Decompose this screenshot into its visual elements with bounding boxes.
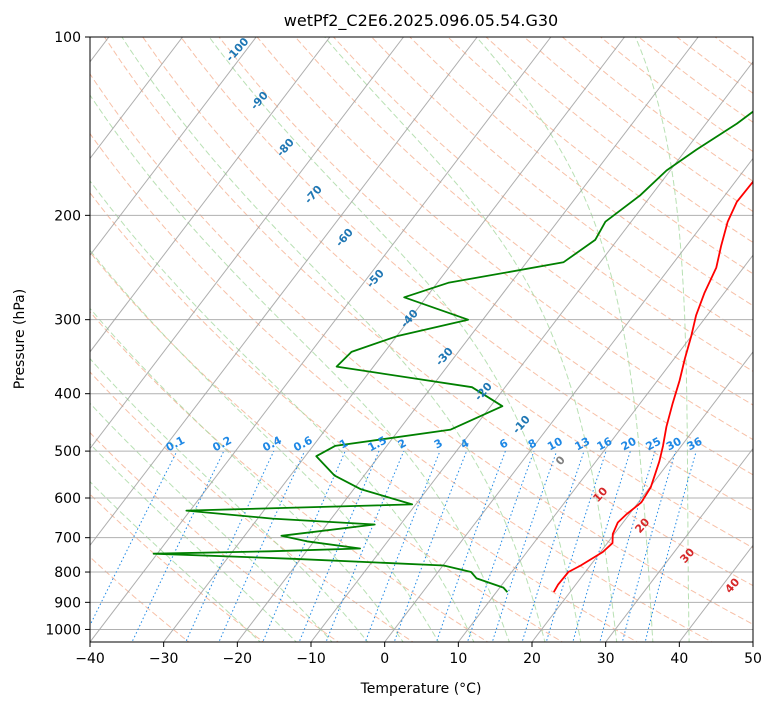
mixing-ratio-line	[185, 450, 275, 642]
isotherm-line	[384, 157, 753, 642]
isotherm-line	[531, 351, 753, 642]
dry-adiabat	[90, 73, 753, 625]
isotherm-line	[90, 37, 478, 547]
mixing-ratio-label: 16	[595, 435, 615, 454]
mixing-ratio-line	[545, 450, 607, 642]
mixing-ratio-line	[298, 450, 380, 642]
chart-title: wetPf2_C2E6.2025.096.05.54.G30	[284, 11, 558, 31]
mixing-ratio-line	[491, 450, 558, 642]
mixing-ratio-line	[521, 450, 585, 642]
profile-lines	[152, 110, 753, 593]
y-tick-label: 900	[54, 595, 81, 611]
isotherm-line	[90, 37, 552, 642]
isotherm-line	[90, 37, 183, 160]
isotherm-line	[310, 60, 753, 642]
isotherm-line	[90, 37, 331, 353]
dry-adiabat	[90, 431, 340, 642]
dry-adiabat	[294, 37, 753, 406]
mixing-ratio-line	[364, 450, 441, 642]
y-tick-label: 300	[54, 313, 81, 329]
mixing-ratio-line	[435, 450, 506, 642]
mixing-ratio-label: 10	[545, 435, 565, 454]
moist-adiabat	[90, 307, 404, 642]
y-tick-label: 100	[54, 30, 81, 46]
x-tick-label: 40	[670, 651, 688, 667]
x-tick-label: 30	[597, 651, 615, 667]
moist-adiabat	[90, 481, 261, 642]
mixing-ratio-label: 20	[619, 435, 639, 454]
dry-adiabat	[104, 37, 753, 587]
dry-adiabat	[218, 37, 753, 476]
isotherm-line	[90, 37, 404, 450]
y-tick-label: 600	[54, 491, 81, 507]
mixing-ratio-line	[644, 450, 697, 642]
isotherm-line	[457, 254, 753, 642]
x-tick-label: −10	[296, 651, 326, 667]
mixing-ratio-label: 36	[685, 435, 705, 454]
x-tick-label: −20	[223, 651, 253, 667]
x-tick-label: −40	[75, 651, 105, 667]
y-tick-label: 700	[54, 531, 81, 547]
y-tick-label: 200	[54, 208, 81, 224]
moist-adiabat	[324, 37, 618, 642]
y-axis-label: Pressure (hPa)	[12, 289, 28, 389]
mixing-ratio-line	[393, 450, 468, 642]
moist-adiabat	[121, 37, 546, 642]
mixing-ratio-line	[599, 450, 656, 642]
x-tick-label: 50	[744, 651, 762, 667]
dry-adiabat	[90, 251, 564, 642]
isotherm-line	[163, 37, 625, 642]
x-tick-label: −30	[149, 651, 179, 667]
mixing-ratio-line	[621, 450, 677, 642]
axis-ticks: −40 −30 −20 −10 0 10 20 30 40 50 100 200 300 400 500 60…	[45, 30, 762, 667]
plot-frame	[89, 36, 754, 643]
mixing-ratio-label: 13	[573, 435, 593, 454]
dry-adiabat	[409, 37, 753, 307]
temperature-line	[553, 180, 753, 593]
dry-adiabat	[371, 37, 753, 339]
background-lines	[90, 37, 753, 642]
isotherm-line	[605, 447, 753, 642]
dry-adiabat	[142, 37, 753, 549]
mixing-ratio-line	[466, 450, 535, 642]
mixing-ratio-line	[325, 450, 405, 642]
mixing-ratio-line	[131, 450, 225, 642]
mixing-ratio-line	[572, 450, 631, 642]
mixing-ratio-label: 30	[664, 435, 684, 454]
y-tick-label: 500	[54, 444, 81, 460]
isotherm-line	[236, 37, 699, 642]
moist-adiabat	[208, 37, 582, 642]
x-tick-label: 0	[380, 651, 389, 667]
dewpoint-line	[152, 110, 753, 593]
moist-adiabat	[90, 443, 298, 642]
y-tick-label: 800	[54, 565, 81, 581]
x-tick-label: 20	[523, 651, 541, 667]
dry-adiabat	[180, 37, 753, 512]
moist-adiabat	[476, 37, 654, 642]
mixing-ratio-label: 25	[644, 435, 664, 454]
dry-adiabat	[333, 37, 753, 372]
x-axis-label: Temperature (°C)	[360, 681, 482, 697]
y-tick-label: 1000	[45, 622, 81, 638]
x-tick-label: 10	[449, 651, 467, 667]
moist-adiabat	[635, 37, 690, 642]
isotherm-line	[90, 37, 257, 257]
y-tick-label: 400	[54, 387, 81, 403]
